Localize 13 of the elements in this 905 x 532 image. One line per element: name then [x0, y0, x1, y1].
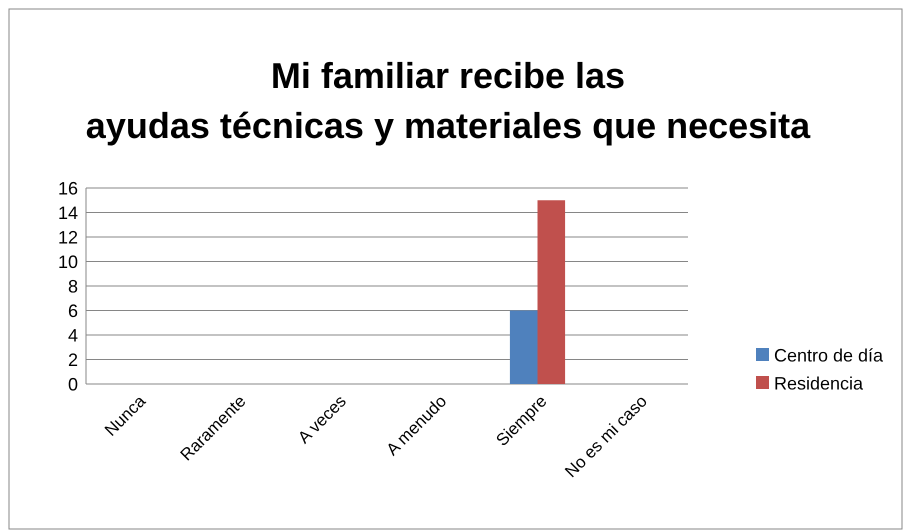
- legend-label: Centro de día: [774, 345, 884, 366]
- y-tick-label: 14: [58, 202, 78, 223]
- y-tick-label: 6: [68, 300, 78, 321]
- y-tick-label: 2: [68, 350, 78, 370]
- y-tick-label: 10: [58, 252, 78, 272]
- chart-title: Mi familiar recibe las ayudas técnicas y materiales que necesita: [86, 55, 812, 146]
- legend-label: Residencia: [774, 373, 864, 394]
- y-tick-label: 0: [68, 374, 78, 394]
- y-tick-label: 8: [68, 276, 78, 296]
- y-tick-label: 4: [68, 325, 78, 346]
- y-tick-label: 12: [58, 227, 78, 248]
- y-tick-label: 16: [58, 178, 78, 198]
- x-tick-label: No es mi caso: [561, 392, 651, 482]
